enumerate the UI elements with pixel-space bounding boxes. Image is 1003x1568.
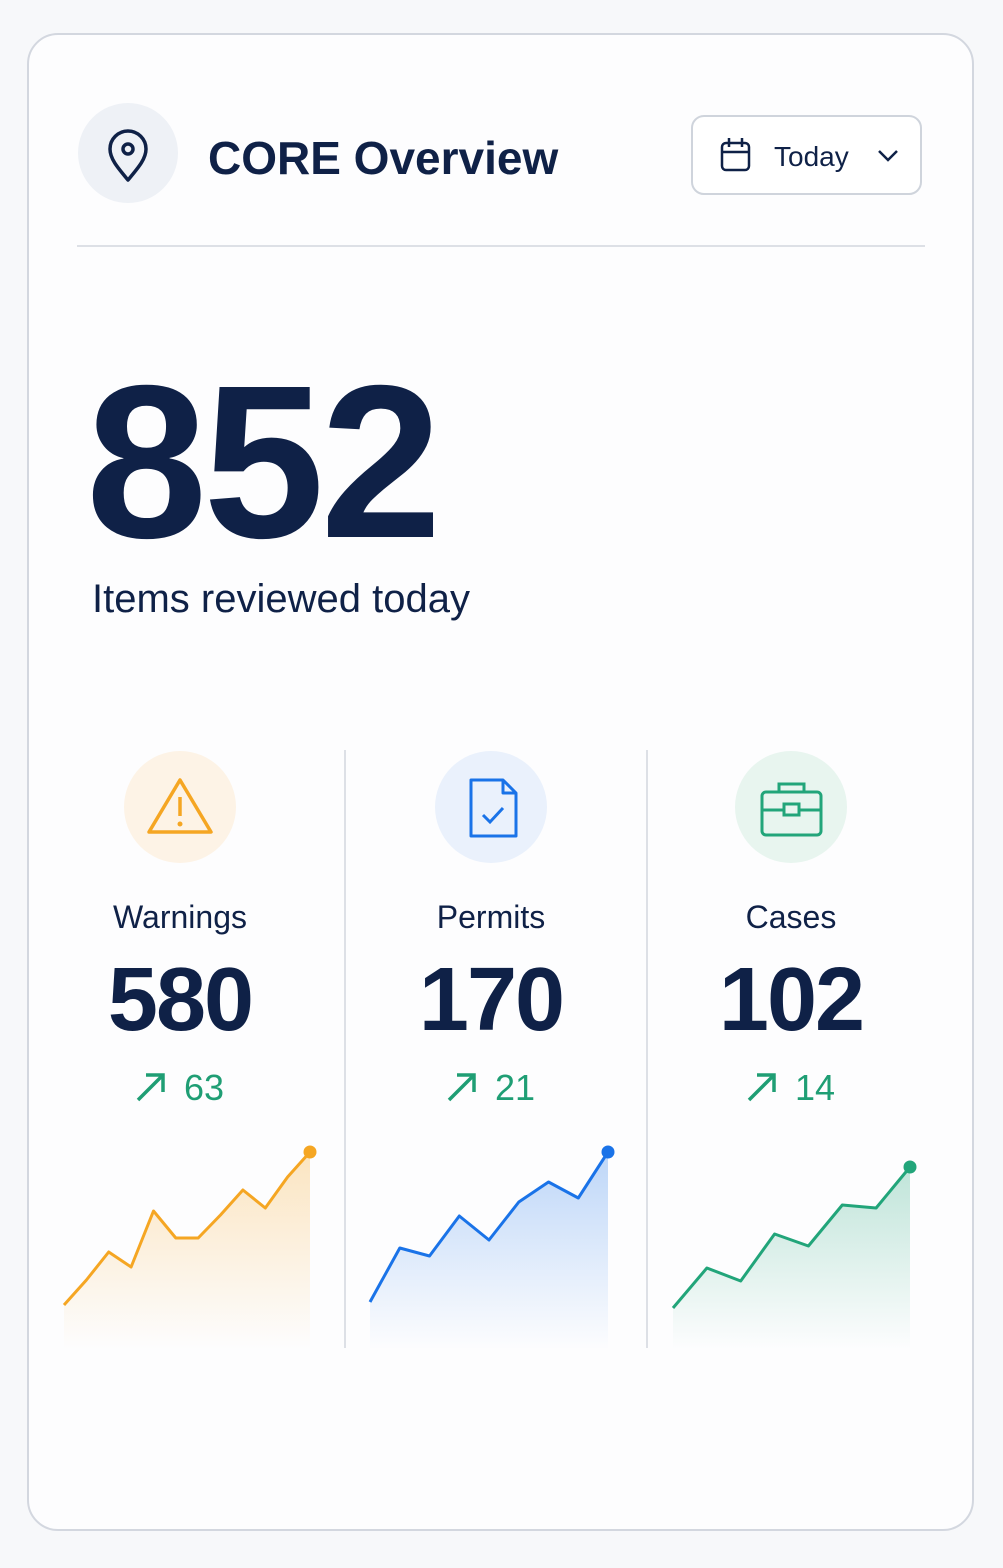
title: CORE Overview <box>208 132 558 184</box>
summary-value: 852 <box>86 341 438 584</box>
case-icon-clasp <box>782 802 801 817</box>
case-icon <box>760 790 823 837</box>
permit-icon <box>469 778 518 838</box>
change-arrow <box>747 1073 776 1102</box>
period-dropdown[interactable] <box>691 115 922 195</box>
location-icon-dot <box>121 142 135 156</box>
sparkline <box>671 1166 912 1309</box>
metric-value: 170 <box>419 950 563 1050</box>
metric-label: Warnings <box>113 899 247 935</box>
metric-change: 63 <box>184 1067 224 1108</box>
summary-label: Items reviewed today <box>92 577 470 621</box>
warning-icon <box>147 778 213 834</box>
calendar-icon-lines <box>722 138 749 154</box>
permit-icon-check <box>481 806 505 825</box>
sparkline <box>62 1150 312 1307</box>
sparkline <box>368 1151 610 1303</box>
metric-label: Cases <box>746 899 837 935</box>
metric-value: 102 <box>719 950 863 1050</box>
sparkline-area <box>64 1152 310 1350</box>
calendar-icon <box>720 141 751 172</box>
permit-icon-bg <box>435 751 547 863</box>
sparkline-end <box>303 1145 317 1159</box>
warning-icon-dot <box>177 821 183 827</box>
location-icon <box>108 129 148 182</box>
period-label[interactable]: Today <box>774 141 849 172</box>
chevron <box>878 150 898 162</box>
metric-value: 580 <box>108 950 252 1050</box>
metric-change: 14 <box>795 1067 835 1108</box>
sparkline-end <box>601 1145 615 1159</box>
metric-label: Permits <box>437 899 545 935</box>
change-arrow <box>447 1073 476 1102</box>
sparkline-area <box>673 1167 910 1350</box>
metric-change: 21 <box>495 1067 535 1108</box>
change-arrow <box>136 1073 165 1102</box>
sparkline-end <box>903 1160 917 1174</box>
sparkline-area <box>370 1152 608 1350</box>
